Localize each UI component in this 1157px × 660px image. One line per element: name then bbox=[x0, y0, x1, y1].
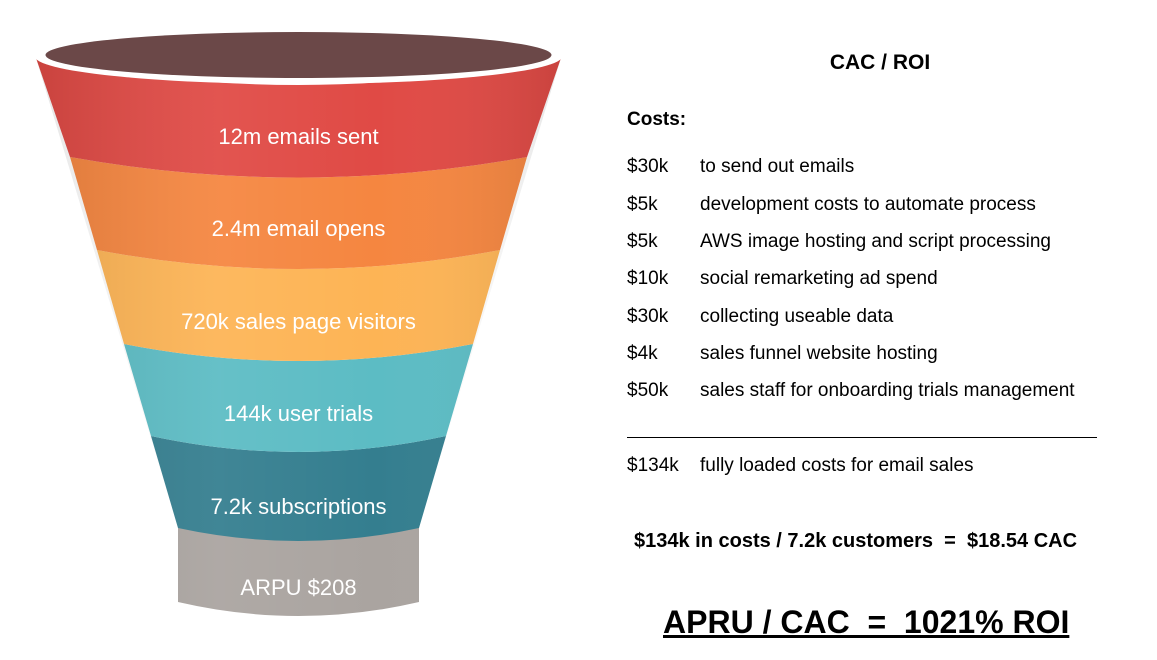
funnel-label-email-opens: 2.4m email opens bbox=[212, 216, 386, 241]
cost-description: AWS image hosting and script processing bbox=[700, 231, 1051, 252]
roi-formula: APRU / CAC = 1021% ROI bbox=[663, 604, 1070, 640]
total-divider bbox=[627, 437, 1097, 438]
funnel-label-subscriptions: 7.2k subscriptions bbox=[210, 494, 386, 519]
sales-funnel-diagram: 12m emails sent 2.4m email opens 720k sa… bbox=[36, 32, 561, 616]
cost-row: $5k development costs to automate process bbox=[627, 194, 1036, 216]
cost-amount: $5k bbox=[627, 194, 658, 215]
cost-row: $10k social remarketing ad spend bbox=[627, 268, 938, 290]
cost-row: $4k sales funnel website hosting bbox=[627, 343, 938, 365]
funnel-label-emails-sent: 12m emails sent bbox=[218, 124, 378, 149]
cost-amount: $10k bbox=[627, 268, 669, 289]
cost-row: $30k collecting useable data bbox=[627, 306, 893, 328]
cost-amount: $30k bbox=[627, 306, 669, 327]
cost-amount: $5k bbox=[627, 231, 658, 252]
funnel-label-arpu: ARPU $208 bbox=[240, 575, 356, 600]
total-cost-amount: $134k bbox=[627, 455, 679, 476]
cost-amount: $30k bbox=[627, 156, 669, 177]
cost-description: sales staff for onboarding trials manage… bbox=[700, 380, 1075, 401]
cost-description: development costs to automate process bbox=[700, 194, 1036, 215]
cost-row: $5k AWS image hosting and script processi… bbox=[627, 231, 1051, 253]
cac-formula: $134k in costs / 7.2k customers = $18.54… bbox=[634, 530, 1078, 552]
cost-description: social remarketing ad spend bbox=[700, 268, 938, 289]
funnel-shading bbox=[36, 58, 561, 616]
total-cost-description: fully loaded costs for email sales bbox=[700, 455, 974, 476]
cost-amount: $4k bbox=[627, 343, 658, 364]
funnel-label-sales-page-visitors: 720k sales page visitors bbox=[181, 309, 416, 334]
funnel-opening bbox=[45, 32, 552, 78]
total-cost-row: $134k fully loaded costs for email sales bbox=[627, 455, 974, 477]
cost-row: $50k sales staff for onboarding trials ma… bbox=[627, 380, 1075, 402]
funnel-label-user-trials: 144k user trials bbox=[224, 401, 373, 426]
costs-heading: Costs: bbox=[627, 109, 687, 130]
cost-row: $30k to send out emails bbox=[627, 156, 854, 178]
cost-amount: $50k bbox=[627, 380, 669, 401]
cost-description: sales funnel website hosting bbox=[700, 343, 938, 364]
cost-description: to send out emails bbox=[700, 156, 855, 177]
panel-title: CAC / ROI bbox=[829, 51, 931, 74]
cost-description: collecting useable data bbox=[700, 306, 894, 327]
